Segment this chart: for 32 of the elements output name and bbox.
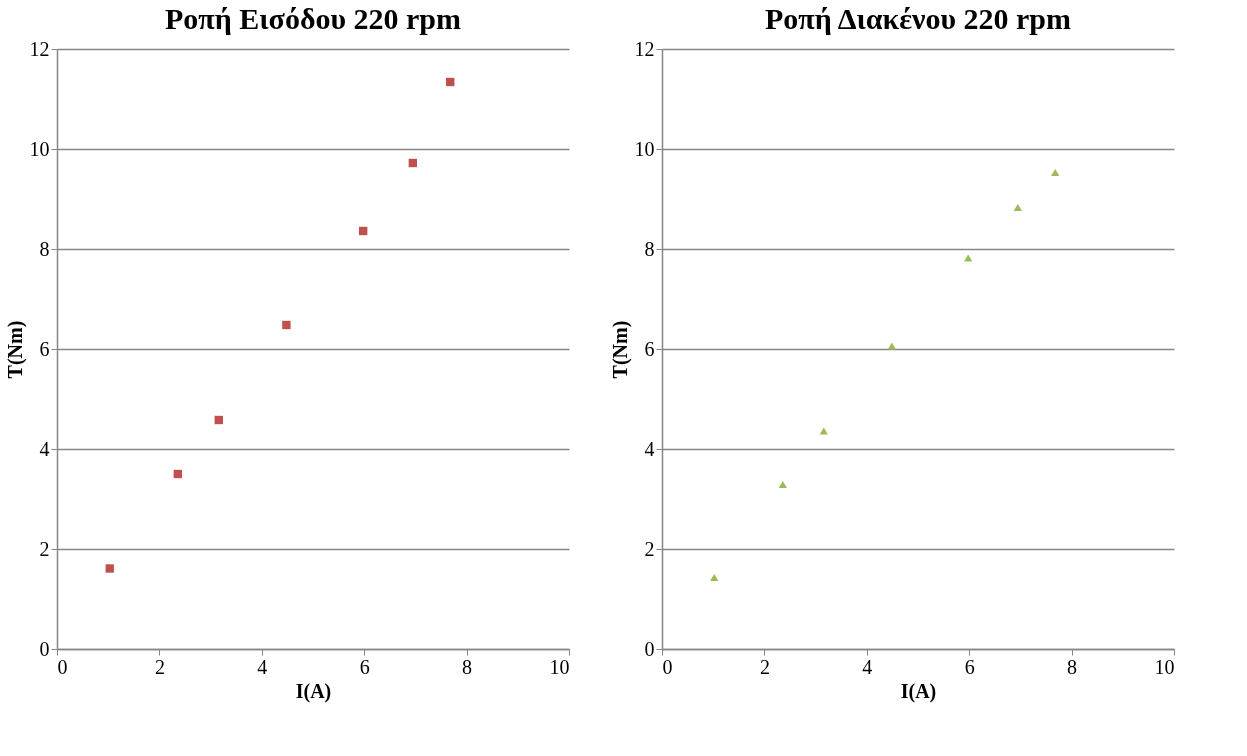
- x-tick-label: 0: [662, 655, 673, 678]
- y-tick-label: 2: [39, 537, 50, 560]
- y-tick-label: 8: [39, 237, 50, 260]
- y-tick-label: 10: [29, 137, 50, 160]
- y-tick-label: 12: [29, 37, 50, 60]
- chart-title: Ροπή Διακένου 220 rpm: [765, 2, 1071, 35]
- y-tick-label: 2: [644, 537, 655, 560]
- x-tick-label: 6: [359, 655, 370, 678]
- x-axis-title: I(A): [295, 679, 332, 703]
- y-tick-label: 12: [634, 37, 655, 60]
- y-tick-label: 6: [644, 337, 655, 360]
- y-tick-label: 0: [39, 637, 50, 660]
- y-tick-label: 10: [634, 137, 655, 160]
- x-tick-label: 0: [57, 655, 68, 678]
- chart-title: Ροπή Εισόδου 220 rpm: [164, 2, 462, 35]
- y-tick-label: 4: [644, 437, 655, 460]
- x-tick-label: 8: [1067, 655, 1078, 678]
- y-tick-label: 0: [644, 637, 655, 660]
- x-tick-label: 10: [1154, 655, 1175, 678]
- x-axis-title: I(A): [900, 679, 937, 703]
- x-tick-label: 6: [964, 655, 975, 678]
- x-tick-label: 8: [462, 655, 473, 678]
- y-tick-label: 4: [39, 437, 50, 460]
- x-tick-label: 10: [549, 655, 570, 678]
- x-tick-label: 2: [759, 655, 770, 678]
- y-axis-title: T(Nm): [3, 320, 27, 379]
- y-tick-label: 8: [644, 237, 655, 260]
- x-tick-label: 4: [257, 655, 268, 678]
- x-tick-label: 4: [862, 655, 873, 678]
- y-tick-label: 6: [39, 337, 50, 360]
- y-axis-title: T(Nm): [608, 320, 632, 379]
- x-tick-label: 2: [154, 655, 165, 678]
